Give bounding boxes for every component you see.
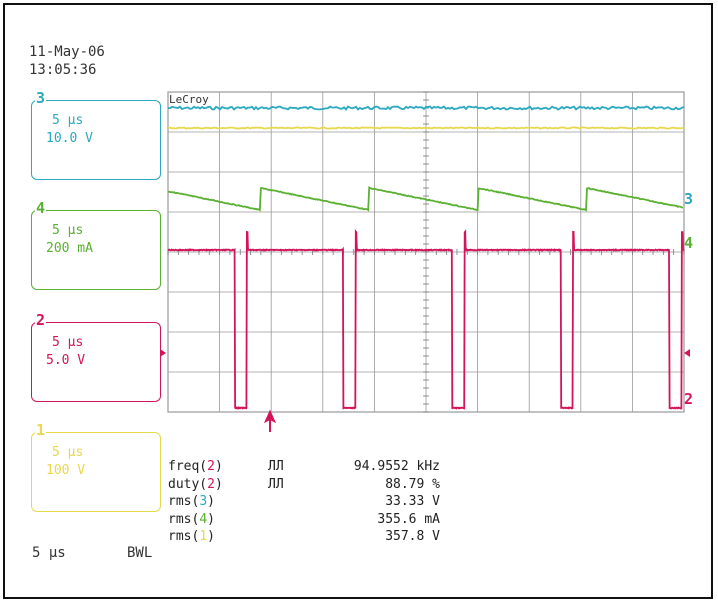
measurement-value: 88.79 % [385,476,440,492]
channel-2-time: 5 µs [52,335,84,350]
channel-4-scale: 200 mA [46,241,93,256]
channel-4-time: 5 µs [52,223,84,238]
measurement-channel: 4 [199,511,208,527]
measurement-value: 33.33 V [385,494,440,509]
right-trigger-level-icon [684,349,690,357]
brand-label: LeCroy [169,93,209,106]
trace-channel-4 [167,186,684,212]
measurement-channel: 2 [207,459,215,474]
channel-4-box[interactable]: 4 5 µs 200 mA [31,199,161,290]
bwl-label: BWL [127,545,153,561]
measurement-channel: 1 [199,529,208,544]
channel-1-number: 1 [35,421,47,439]
measurement-label: duty(2) [168,476,223,492]
channel-4-number: 4 [35,199,47,217]
measurement-value: 94.9552 kHz [353,459,440,474]
channel-2-scale: 5.0 V [46,353,86,368]
channel-2-number: 2 [35,311,47,329]
trace-channel-1 [167,126,685,130]
channel-1-time: 5 µs [52,445,84,460]
measurement-value: 357.8 V [385,529,440,544]
channel-1-scale: 100 V [46,463,86,478]
measurement-label: rms(3) [168,494,215,509]
measurement-channel: 3 [199,494,208,509]
timebase-label: 5 µs [32,545,66,561]
channel-2-marker: 2 [684,390,693,408]
date-label: 11-May-06 [29,44,105,60]
left-trigger-level-icon [160,349,166,357]
measurement-label: rms(4) [168,511,215,527]
measurement-value: 355.6 mA [377,511,440,527]
channel-3-scale: 10.0 V [46,131,93,146]
time-label: 13:05:36 [29,62,97,78]
channel-3-box[interactable]: 3 5 µs 10.0 V [31,89,161,180]
channel-3-marker: 3 [684,190,693,208]
trigger-arrow-icon [263,409,277,432]
channel-3-time: 5 µs [52,113,84,128]
channel-2-box[interactable]: 2 5 µs 5.0 V [31,311,161,402]
measurement-label: freq(2) [168,459,223,474]
channel-3-number: 3 [35,89,47,107]
pulse-icon: ЛЛ [268,476,284,492]
pulse-icon: ЛЛ [268,459,284,474]
measurement-channel: 2 [207,476,215,492]
channel-4-marker: 4 [684,234,693,252]
trace-channel-3 [167,105,685,111]
measurement-label: rms(1) [168,529,215,544]
scope-frame [3,3,713,599]
trace-channel-2 [168,229,685,410]
channel-1-box[interactable]: 1 5 µs 100 V [31,421,161,512]
